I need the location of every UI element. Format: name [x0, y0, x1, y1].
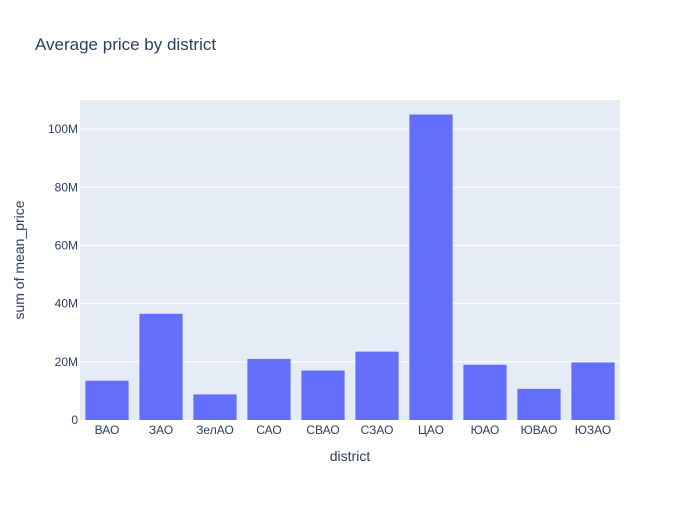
bar[interactable] [463, 364, 507, 420]
x-tick-label: СВАО [306, 423, 339, 437]
x-tick-label: ЗелАО [196, 423, 234, 437]
bar[interactable] [571, 362, 615, 420]
bar[interactable] [247, 358, 291, 420]
x-tick-label: САО [256, 423, 281, 437]
bar[interactable] [409, 114, 453, 420]
y-tick-label: 60M [55, 238, 78, 252]
bar[interactable] [139, 313, 183, 420]
x-axis-title: district [330, 448, 371, 464]
x-axis-ticks: ВАО ЗАО ЗелАО САО СВАО СЗАО ЦАО ЮАО ЮВАО ЮЗАО [95, 423, 612, 437]
y-tick-label: 40M [55, 297, 78, 311]
x-tick-label: ЮЗАО [575, 423, 611, 437]
y-tick-label: 80M [55, 180, 78, 194]
x-tick-label: СЗАО [361, 423, 394, 437]
chart-title: Average price by district [35, 35, 216, 54]
bar[interactable] [355, 351, 399, 420]
y-tick-label: 20M [55, 355, 78, 369]
x-tick-label: ЮВАО [521, 423, 558, 437]
y-axis-ticks: 0 20M 40M 60M 80M 100M [48, 122, 78, 427]
bar[interactable] [301, 370, 345, 420]
bar[interactable] [517, 388, 561, 420]
bars [85, 114, 615, 420]
x-tick-label: ЗАО [149, 423, 173, 437]
y-axis-title: sum of mean_price [11, 200, 27, 319]
bar[interactable] [193, 394, 237, 420]
x-tick-label: ЮАО [471, 423, 500, 437]
x-tick-label: ВАО [95, 423, 120, 437]
x-tick-label: ЦАО [418, 423, 444, 437]
y-tick-label: 0 [71, 413, 78, 427]
bar[interactable] [85, 380, 129, 420]
y-tick-label: 100M [48, 122, 78, 136]
